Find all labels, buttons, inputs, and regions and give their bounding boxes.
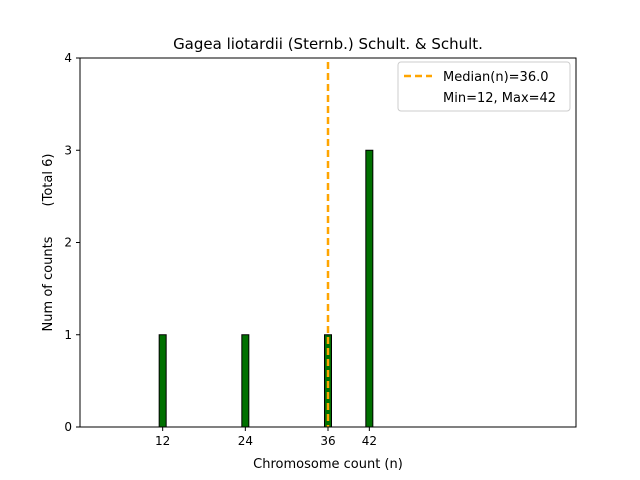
bars-group: [158, 149, 374, 428]
y-tick-label: 1: [64, 328, 72, 342]
bar: [158, 334, 167, 428]
y-axis-label: Num of counts: [41, 236, 56, 331]
legend-entry-median: Median(n)=36.0: [443, 70, 549, 85]
y-axis-total-label: (Total 6): [41, 154, 56, 207]
chart-title: Gagea liotardii (Sternb.) Schult. & Schu…: [173, 35, 483, 53]
x-axis: 12 24 36 42: [155, 427, 377, 448]
x-axis-label: Chromosome count (n): [253, 457, 403, 472]
legend-entry-minmax: Min=12, Max=42: [443, 91, 556, 106]
y-axis: 0 1 2 3 4: [64, 51, 80, 434]
x-tick-label: 42: [362, 434, 377, 448]
x-tick-label: 36: [320, 434, 335, 448]
legend-box: [397, 61, 571, 112]
x-tick-label: 12: [155, 434, 170, 448]
legend: Median(n)=36.0 Min=12, Max=42: [397, 61, 571, 112]
x-tick-label: 24: [238, 434, 253, 448]
y-tick-label: 4: [64, 51, 72, 65]
bar: [365, 149, 374, 428]
y-tick-label: 3: [64, 143, 72, 157]
y-tick-label: 0: [64, 420, 72, 434]
bar: [241, 334, 250, 428]
y-tick-label: 2: [64, 236, 72, 250]
